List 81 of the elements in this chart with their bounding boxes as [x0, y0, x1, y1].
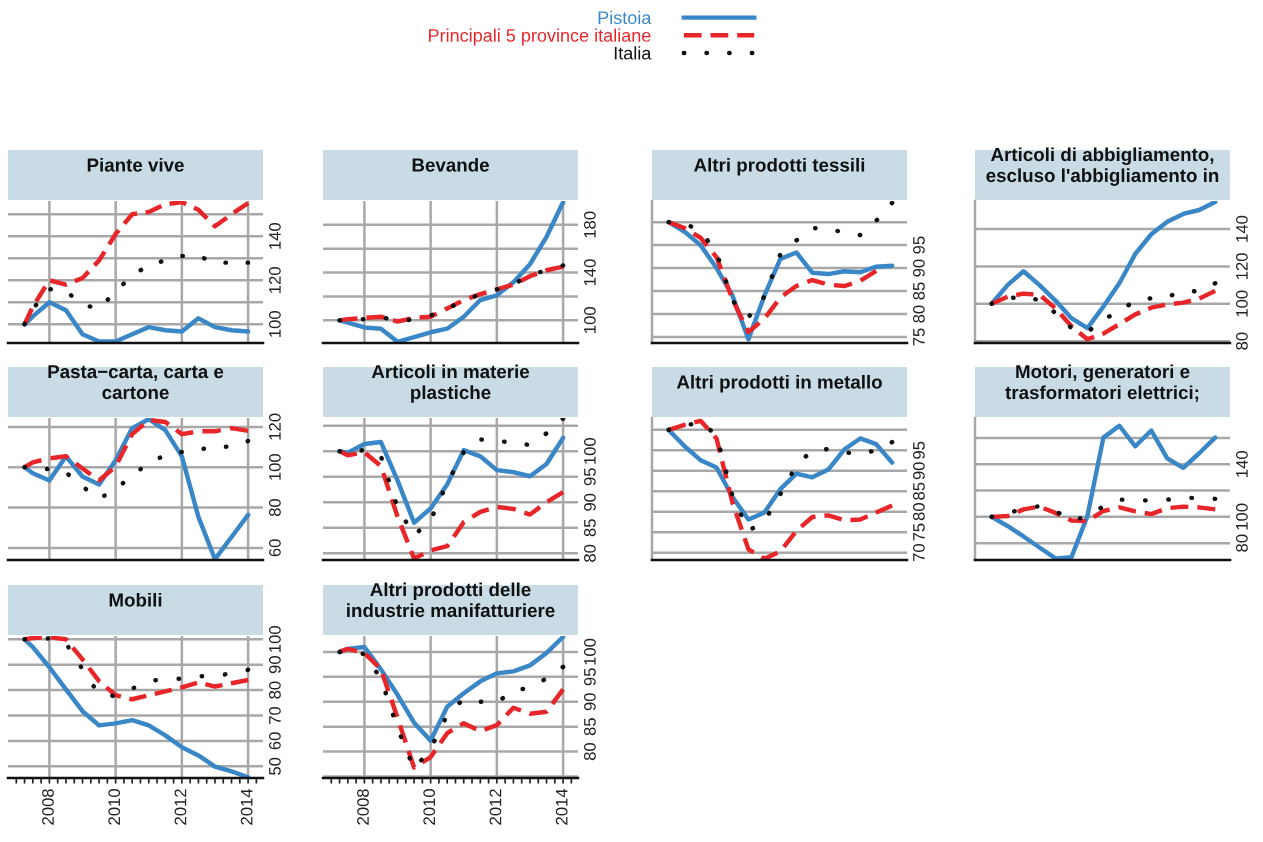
x-tick-label: 2014: [240, 788, 253, 825]
y-tick-label: 120: [269, 267, 281, 293]
y-tick-label: 80: [913, 305, 925, 323]
line-series: [989, 423, 1218, 560]
y-tick-label: 80: [913, 503, 925, 521]
y-tick-label: 140: [1236, 215, 1248, 242]
y-tick-label: 70: [269, 706, 281, 724]
y-tick-label: 60: [269, 732, 281, 750]
x-tick-label: 2008: [357, 789, 369, 825]
y-tick-label: 75: [913, 523, 925, 541]
line-series: [666, 427, 895, 522]
y-tick-label: 95: [584, 468, 596, 486]
y-tick-label: 90: [584, 693, 596, 711]
y-tick-label: 95: [913, 236, 925, 254]
chart-title: Pasta−carta, carta e cartone: [48, 365, 224, 400]
legend-label: Italia: [614, 46, 652, 60]
x-tick-label: 2012: [489, 789, 502, 825]
y-tick-label: 100: [1236, 290, 1248, 317]
y-tick-label: 95: [913, 441, 925, 459]
y-tick-label: 90: [584, 493, 596, 511]
y-tick-label: 60: [269, 539, 281, 557]
y-tick-label: 80: [1236, 332, 1248, 350]
line-series: [22, 300, 251, 343]
chart-title: Altri prodotti tessili: [694, 157, 865, 176]
y-tick-label: 140: [1236, 451, 1248, 477]
line-series: [22, 253, 251, 327]
y-tick-label: 90: [269, 656, 281, 674]
y-tick-label: 100: [269, 453, 281, 480]
y-tick-label: 75: [913, 328, 925, 346]
line-series: [22, 418, 251, 483]
x-tick-label: 2010: [108, 789, 121, 825]
legend-label: Principali 5 province italiane: [429, 28, 651, 46]
y-tick-label: 100: [1236, 503, 1248, 530]
y-tick-label: 70: [913, 544, 925, 562]
x-tick-label: 2010: [423, 789, 436, 825]
line-series: [666, 201, 895, 320]
y-tick-label: 100: [584, 437, 596, 464]
y-tick-label: 140: [269, 222, 281, 249]
line-series: [989, 495, 1218, 523]
chart-title: Articoli di abbigliamento, escluso l'abbigliamento in: [986, 147, 1219, 186]
line-series: [22, 418, 251, 560]
x-tick-label: 2008: [42, 789, 54, 825]
y-tick-label: 80: [584, 742, 596, 761]
y-tick-label: 100: [584, 638, 596, 665]
y-tick-label: 100: [269, 311, 281, 337]
chart-title: Altri prodotti in metallo: [676, 374, 882, 393]
y-tick-label: 100: [269, 626, 281, 652]
x-tick-label: 2014: [555, 788, 568, 825]
line-series: [989, 201, 1218, 331]
line-series: [337, 448, 566, 560]
y-tick-label: 90: [913, 462, 925, 480]
line-series: [22, 438, 251, 501]
chart-title: Piante vive: [87, 157, 184, 172]
line-series: [337, 201, 566, 343]
y-tick-label: 180: [584, 211, 596, 238]
y-tick-label: 90: [913, 259, 925, 277]
x-tick-label: 2012: [174, 789, 187, 825]
y-tick-label: 80: [1236, 534, 1248, 552]
line-series: [666, 418, 895, 560]
y-tick-label: 50: [269, 757, 281, 775]
chart-title: Bevande: [412, 157, 489, 172]
chart-title: Motori, generatori e trasformatori elettrici;: [1005, 364, 1199, 402]
y-tick-label: 80: [269, 681, 281, 699]
y-tick-label: 80: [584, 544, 596, 562]
y-tick-label: 140: [584, 259, 596, 286]
chart-title: Mobili: [109, 592, 162, 607]
line-series: [666, 419, 895, 534]
y-tick-label: 120: [1236, 253, 1248, 280]
y-tick-label: 85: [913, 482, 925, 500]
chart-title: Articoli in materie plastiche: [371, 364, 530, 403]
y-tick-label: 120: [269, 413, 281, 440]
y-tick-label: 80: [269, 498, 281, 517]
y-tick-label: 85: [913, 282, 925, 300]
y-tick-label: 100: [584, 307, 596, 333]
line-series: [22, 637, 251, 778]
line-series: [989, 280, 1218, 335]
legend-label: Pistoia: [598, 10, 652, 25]
y-tick-label: 85: [584, 718, 596, 736]
y-tick-label: 95: [584, 668, 596, 686]
chart-title: Altri prodotti delle industrie manifatturiere: [347, 582, 555, 618]
y-tick-label: 85: [584, 519, 596, 537]
